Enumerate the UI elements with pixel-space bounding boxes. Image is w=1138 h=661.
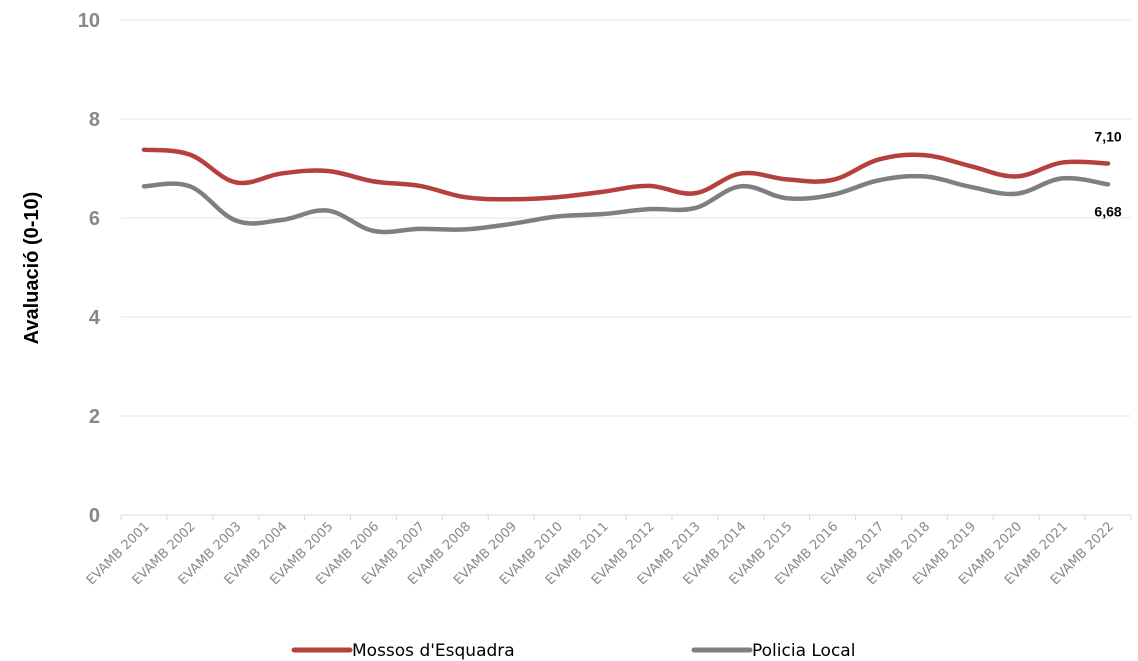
data-label-end: 6,68 [1094, 203, 1121, 219]
y-tick-label: 8 [89, 109, 100, 131]
series-line-1 [141, 173, 1111, 235]
y-tick-label: 4 [89, 307, 101, 329]
y-tick-label: 0 [89, 505, 100, 527]
y-tick-label: 2 [89, 406, 100, 428]
y-tick-label: 10 [78, 10, 100, 32]
series-lines [141, 147, 1111, 235]
series-line-0 [141, 147, 1111, 202]
y-axis-ticks: 0 2 4 6 8 10 [78, 10, 101, 527]
legend-label-1: Policia Local [752, 641, 855, 661]
y-axis-label: Avaluació (0-10) [21, 192, 43, 345]
y-tick-label: 6 [89, 208, 100, 230]
legend-label-0: Mossos d'Esquadra [352, 641, 515, 661]
end-labels: 7,10 6,68 [1094, 129, 1121, 220]
data-label-end: 7,10 [1094, 129, 1121, 145]
legend: Mossos d'Esquadra Policia Local [291, 641, 855, 661]
gridlines [121, 19, 1131, 417]
